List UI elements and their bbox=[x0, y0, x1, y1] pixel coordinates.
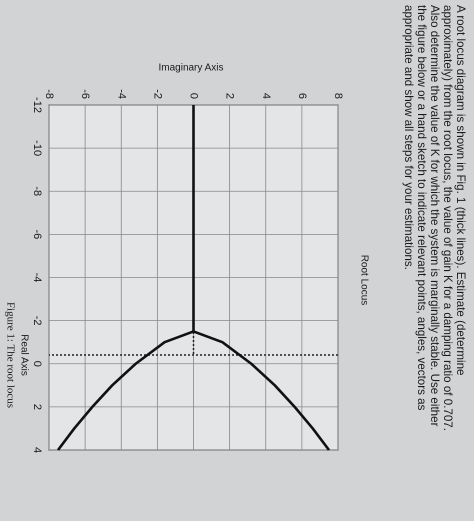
y-tick-label: 2 bbox=[224, 93, 236, 99]
x-tick-label: 0 bbox=[31, 361, 43, 367]
figure-caption: Figure 1: The root locus bbox=[4, 302, 16, 408]
x-tick-label: -6 bbox=[31, 229, 43, 239]
x-tick-label: 2 bbox=[31, 404, 43, 410]
x-tick-label: -4 bbox=[31, 273, 43, 283]
question-line: A root locus diagram is shown in Fig. 1 … bbox=[454, 5, 467, 376]
x-tick-label: -8 bbox=[31, 186, 43, 196]
y-tick-label: 4 bbox=[260, 93, 272, 99]
question-line: the figure below or a hand sketch to ind… bbox=[415, 5, 428, 411]
x-tick-label: -12 bbox=[31, 97, 43, 113]
y-axis-label: Imaginary Axis bbox=[158, 63, 223, 74]
x-tick-label: 4 bbox=[31, 447, 43, 453]
y-tick-label: 0 bbox=[188, 93, 200, 99]
locus-branch bbox=[56, 330, 194, 451]
chart-title: Root Locus bbox=[358, 255, 369, 306]
x-axis-label: Real Axis bbox=[18, 334, 29, 376]
question-line: Also determine the value of K for which … bbox=[428, 5, 441, 427]
x-tick-label: -10 bbox=[31, 140, 43, 156]
y-tick-label: -8 bbox=[43, 89, 55, 99]
x-tick-label: -2 bbox=[31, 316, 43, 326]
question-line: approximately) from the root locus, the … bbox=[441, 5, 454, 431]
y-tick-label: 6 bbox=[296, 93, 308, 99]
question-line: appropriate and show all steps for your … bbox=[402, 5, 415, 270]
y-tick-label: -6 bbox=[79, 89, 91, 99]
rotated-page: A root locus diagram is shown in Fig. 1 … bbox=[4, 5, 466, 453]
y-tick-label: 8 bbox=[332, 93, 344, 99]
locus-branch bbox=[193, 330, 331, 451]
y-tick-label: -4 bbox=[115, 89, 127, 99]
y-tick-label: -2 bbox=[151, 89, 163, 99]
